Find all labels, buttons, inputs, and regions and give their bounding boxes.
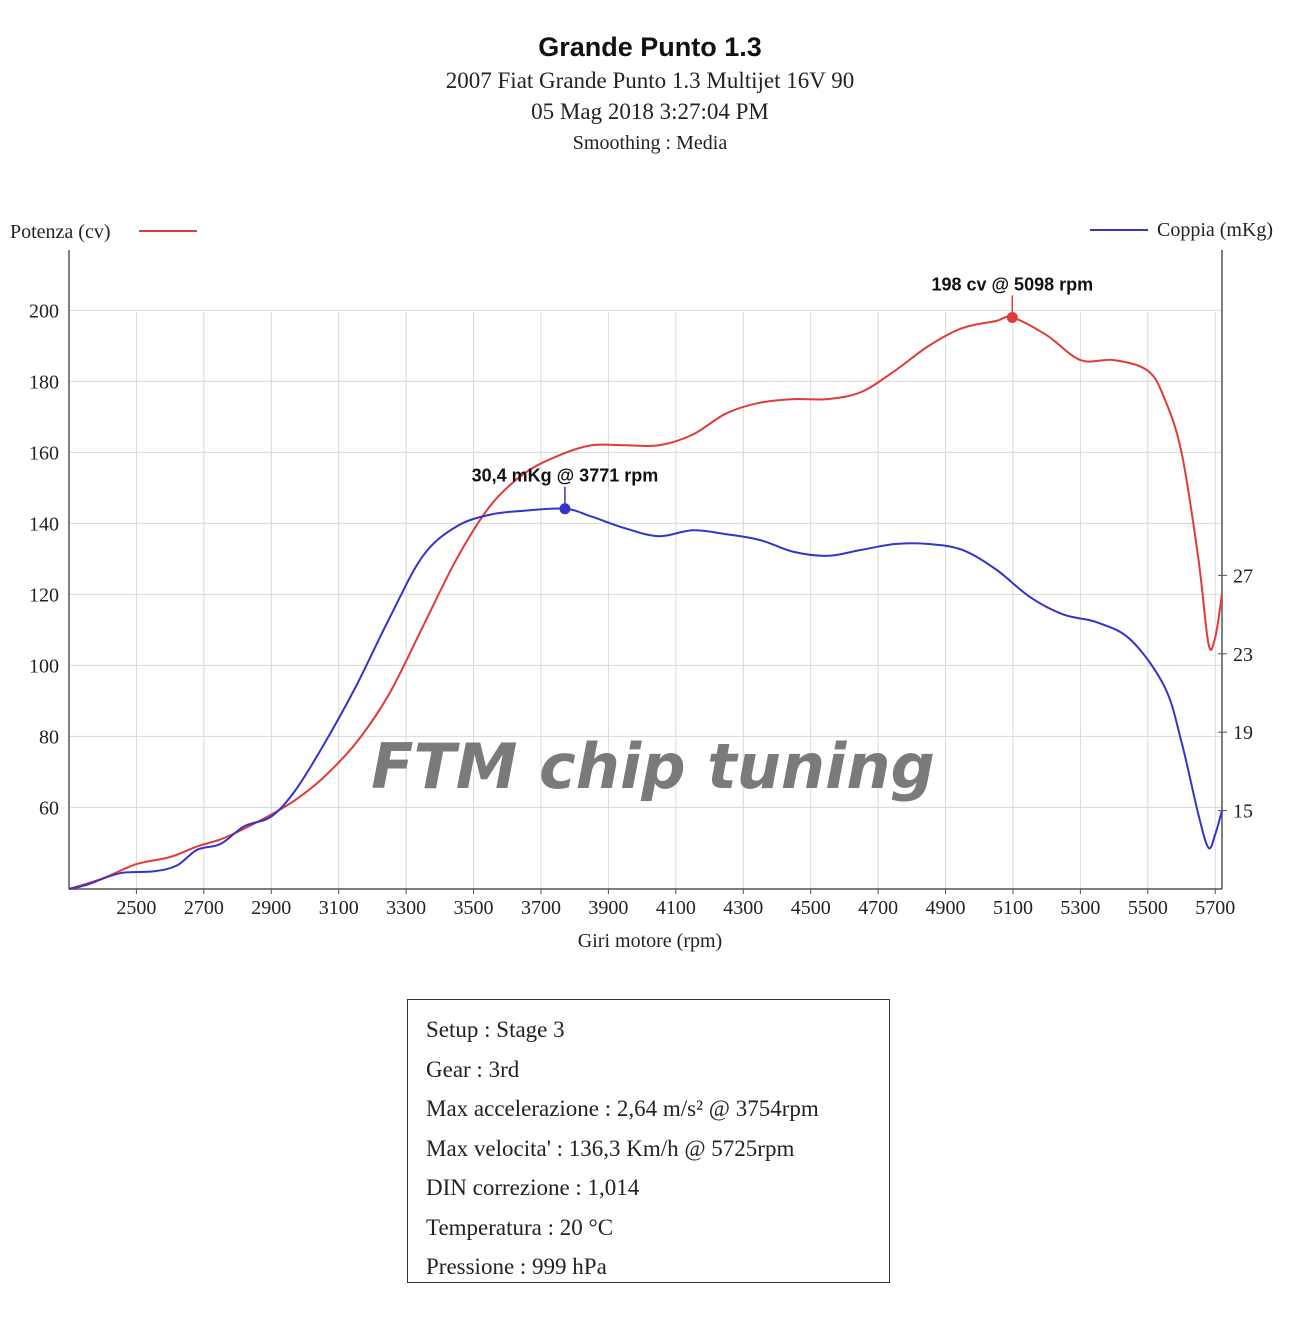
datetime-subtitle: 05 Mag 2018 3:27:04 PM <box>531 99 769 124</box>
x-tick-label: 4900 <box>926 897 966 919</box>
torque-peak-label: 30,4 mKg @ 3771 rpm <box>472 466 659 486</box>
info-setup: Setup : Stage 3 <box>426 1017 565 1042</box>
watermark: FTM chip tuning <box>371 730 935 803</box>
y-right-tick-label: 23 <box>1233 644 1253 666</box>
x-tick-label: 3500 <box>454 897 494 919</box>
series <box>68 315 1223 890</box>
x-axis-label: Giri motore (rpm) <box>578 930 722 952</box>
x-tick-label: 2900 <box>251 897 291 919</box>
y-right-tick-label: 15 <box>1233 801 1253 823</box>
y-left-tick-label: 140 <box>29 513 59 535</box>
y-right-tick-label: 19 <box>1233 722 1253 744</box>
x-tick-label: 3100 <box>319 897 359 919</box>
grid <box>69 309 1222 889</box>
info-temperature: Temperatura : 20 °C <box>426 1214 614 1240</box>
info-pressure: Pressione : 999 hPa <box>426 1254 607 1279</box>
info-max-speed: Max velocita' : 136,3 Km/h @ 5725rpm <box>426 1135 795 1161</box>
legend-right-label: Coppia (mKg) <box>1157 219 1273 241</box>
power-peak-label: 198 cv @ 5098 rpm <box>931 274 1093 294</box>
x-tick-label: 3700 <box>521 897 561 919</box>
legend: Potenza (cv) Coppia (mKg) <box>10 219 1273 243</box>
x-tick-label: 4300 <box>723 897 763 919</box>
y-left-tick-label: 120 <box>29 584 59 606</box>
torque-peak-marker <box>559 503 571 515</box>
x-tick-label: 5700 <box>1195 897 1235 919</box>
x-tick-label: 3300 <box>386 897 426 919</box>
x-tick-label: 5100 <box>993 897 1033 919</box>
y-left-tick-label: 200 <box>29 300 59 322</box>
x-tick-label: 3900 <box>588 897 628 919</box>
x-tick-label: 4100 <box>656 897 696 919</box>
chart-title: Grande Punto 1.3 <box>538 32 762 62</box>
power-peak-marker <box>1006 311 1018 323</box>
vehicle-subtitle: 2007 Fiat Grande Punto 1.3 Multijet 16V … <box>445 68 855 93</box>
torque-line <box>68 507 1223 890</box>
smoothing-subtitle: Smoothing : Media <box>572 132 728 154</box>
info-box: Setup : Stage 3 Gear : 3rd Max acceleraz… <box>407 999 890 1283</box>
x-tick-label: 2500 <box>116 897 156 919</box>
dyno-chart: 2500 2700 2900 3100 3300 3500 3700 3900 4100 4300… <box>10 219 1273 952</box>
x-tick-label: 2700 <box>184 897 224 919</box>
x-tick-label: 5300 <box>1060 897 1100 919</box>
info-max-acceleration: Max accelerazione : 2,64 m/s² @ 3754rpm <box>426 1096 819 1121</box>
x-tick-label: 5500 <box>1128 897 1168 919</box>
info-gear: Gear : 3rd <box>426 1056 520 1082</box>
y-right-tick-label: 27 <box>1233 565 1253 587</box>
axes: 2500 2700 2900 3100 3300 3500 3700 3900 4100 4300… <box>29 250 1253 919</box>
y-left-tick-label: 160 <box>29 442 59 464</box>
y-left-tick-label: 100 <box>29 655 59 677</box>
info-din-correction: DIN correzione : 1,014 <box>426 1175 640 1200</box>
power-line <box>68 315 1223 890</box>
x-tick-label: 4700 <box>858 897 898 919</box>
legend-left-label: Potenza (cv) <box>10 221 111 243</box>
y-left-tick-label: 80 <box>39 726 59 748</box>
annotations: 198 cv @ 5098 rpm 30,4 mKg @ 3771 rpm <box>472 274 1093 515</box>
y-left-tick-label: 60 <box>39 797 59 819</box>
y-left-tick-label: 180 <box>29 371 59 393</box>
x-tick-label: 4500 <box>791 897 831 919</box>
